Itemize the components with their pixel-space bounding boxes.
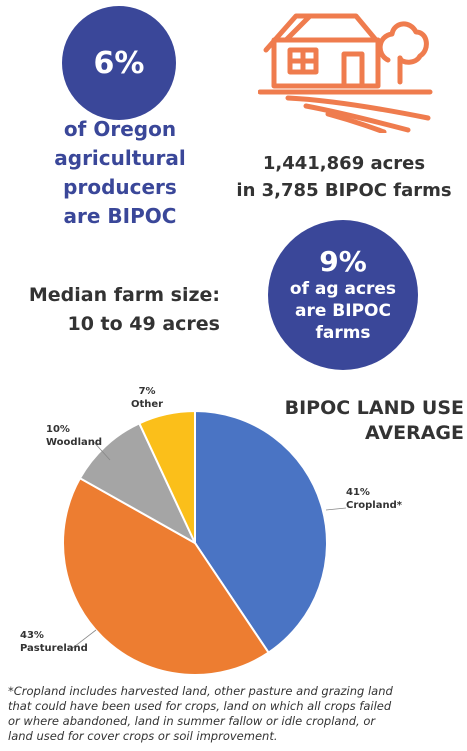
ag-acres-percent: 9% <box>319 245 367 278</box>
ag-acres-line: of ag acres <box>289 279 397 299</box>
chart-title: BIPOC LAND USE AVERAGE <box>256 396 464 446</box>
slice-percent: 41% <box>346 487 370 498</box>
farmhouse-icon <box>258 13 433 133</box>
ag-acres-line: farms <box>315 323 371 343</box>
slice-label-other: 7% Other <box>131 385 163 411</box>
median-farm-size: Median farm size: 10 to 49 acres <box>20 281 220 339</box>
median-value: 10 to 49 acres <box>67 313 220 335</box>
slice-name: Pastureland <box>20 643 88 654</box>
producers-percent: 6% <box>93 45 145 81</box>
footnote-line: *Cropland includes harvested land, other… <box>8 684 393 698</box>
producers-caption-line: of Oregon <box>63 117 177 141</box>
pie-slice-cropland <box>194 409 328 654</box>
leader-line <box>325 507 347 511</box>
slice-label-woodland: 10% Woodland <box>46 423 102 449</box>
acres-caption: 1,441,869 acres in 3,785 BIPOC farms <box>226 150 462 204</box>
farms-line: in 3,785 BIPOC farms <box>236 180 452 201</box>
footnote-line: or where abandoned, land in summer fallo… <box>8 714 376 728</box>
producers-caption-line: agricultural <box>54 146 186 170</box>
slice-percent: 10% <box>46 424 70 435</box>
producers-caption-line: are BIPOC <box>63 204 177 228</box>
pie-slice-other <box>137 409 196 544</box>
slice-percent: 43% <box>20 630 44 641</box>
footnote-line: land used for cover crops or soil improv… <box>8 729 278 743</box>
pie-slice-pastureland <box>62 476 270 676</box>
cropland-footnote: *Cropland includes harvested land, other… <box>8 684 463 744</box>
ag-acres-line: are BIPOC <box>295 301 391 321</box>
slice-name: Woodland <box>46 437 103 448</box>
slice-label-cropland: 41% Cropland* <box>346 486 402 512</box>
median-label: Median farm size: <box>28 284 220 306</box>
leader-line <box>91 439 111 461</box>
pie-slice-woodland <box>78 421 198 546</box>
producers-caption-line: producers <box>63 175 177 199</box>
slice-label-pastureland: 43% Pastureland <box>20 629 88 655</box>
footnote-line: that could have been used for crops, lan… <box>8 699 392 713</box>
acres-line: 1,441,869 acres <box>262 153 426 174</box>
chart-title-line: AVERAGE <box>364 422 464 444</box>
producers-caption: of Oregon agricultural producers are BIP… <box>20 115 220 231</box>
producers-percent-badge: 6% <box>62 6 176 120</box>
slice-name: Other <box>131 399 164 410</box>
slice-percent: 7% <box>138 386 156 397</box>
leader-line <box>69 629 97 651</box>
ag-acres-percent-badge: 9% of ag acres are BIPOC farms <box>268 220 418 370</box>
chart-title-line: BIPOC LAND USE <box>284 397 464 419</box>
slice-name: Cropland* <box>346 500 402 511</box>
